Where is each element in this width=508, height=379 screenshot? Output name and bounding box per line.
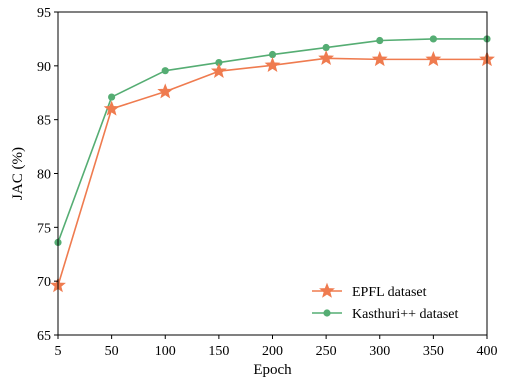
data-point (425, 51, 442, 67)
x-tick-label: 5 (55, 344, 62, 359)
data-point (157, 83, 174, 99)
legend: EPFL dataset Kasthuri++ dataset (312, 282, 458, 322)
y-axis: 65 70 75 80 85 90 95 (37, 6, 58, 344)
x-axis: 5 50 100 150 200 250 300 350 400 (55, 335, 498, 359)
legend-swatch-marker (319, 282, 335, 298)
legend-swatch-marker (323, 309, 331, 317)
series-epfl-dataset (50, 49, 495, 293)
x-axis-label: Epoch (253, 362, 292, 378)
data-point (371, 51, 388, 67)
legend-entry: EPFL dataset (312, 282, 427, 300)
x-tick-label: 200 (262, 344, 283, 359)
y-tick-label: 70 (37, 275, 51, 290)
x-tick-label: 250 (316, 344, 337, 359)
y-axis-label: JAC (%) (10, 147, 26, 200)
data-point (103, 100, 120, 116)
y-tick-label: 95 (37, 6, 51, 21)
x-tick-label: 100 (155, 344, 176, 359)
data-point (210, 62, 227, 78)
x-tick-label: 300 (369, 344, 390, 359)
data-point (429, 35, 437, 43)
data-series (50, 35, 495, 293)
x-tick-label: 350 (423, 344, 444, 359)
legend-label: Kasthuri++ dataset (352, 307, 458, 322)
y-tick-label: 80 (37, 168, 51, 183)
data-point (376, 36, 384, 45)
data-point (215, 59, 223, 67)
series-line (57, 38, 487, 243)
series-kasthuri-dataset (54, 35, 491, 247)
y-tick-label: 90 (37, 60, 51, 75)
legend-label: EPFL dataset (352, 285, 427, 300)
x-tick-label: 150 (208, 344, 229, 359)
data-point (161, 67, 169, 75)
x-tick-label: 50 (105, 344, 119, 359)
data-point (318, 49, 335, 66)
data-point (268, 50, 277, 59)
y-tick-label: 65 (37, 329, 51, 344)
data-point (264, 56, 281, 73)
x-tick-label: 400 (477, 344, 498, 359)
data-point (322, 43, 330, 52)
legend-entry: Kasthuri++ dataset (312, 307, 458, 322)
data-point (108, 93, 116, 101)
y-tick-label: 75 (37, 221, 51, 236)
y-tick-label: 85 (37, 114, 51, 129)
